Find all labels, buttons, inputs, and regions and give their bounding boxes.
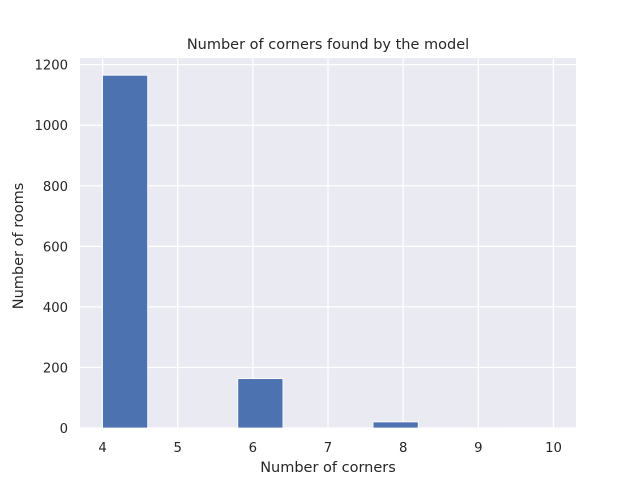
x-tick-label: 4 [98,441,106,456]
y-tick-label: 600 [43,240,68,255]
y-tick-labels: 0 200 400 600 800 1000 1200 [34,59,68,437]
histogram-bar [237,378,284,429]
y-axis-label: Number of rooms [11,183,27,310]
histogram-bar [372,421,419,429]
x-tick-label: 5 [174,441,182,456]
y-tick-label: 800 [43,180,68,195]
y-tick-label: 0 [60,422,68,437]
x-tick-label: 9 [474,441,482,456]
y-tick-label: 400 [43,301,68,316]
x-tick-label: 10 [545,441,562,456]
x-axis-label: Number of corners [260,460,396,476]
x-tick-labels: 4 5 6 7 8 9 10 [98,441,561,456]
x-tick-label: 7 [324,441,332,456]
y-tick-label: 1200 [34,59,68,74]
histogram-bar [102,74,149,429]
x-tick-label: 8 [399,441,407,456]
chart-title: Number of corners found by the model [187,37,469,53]
x-tick-label: 6 [249,441,257,456]
y-tick-label: 1000 [34,119,68,134]
y-tick-label: 200 [43,361,68,376]
bars [102,74,554,429]
grid-lines [80,58,576,429]
